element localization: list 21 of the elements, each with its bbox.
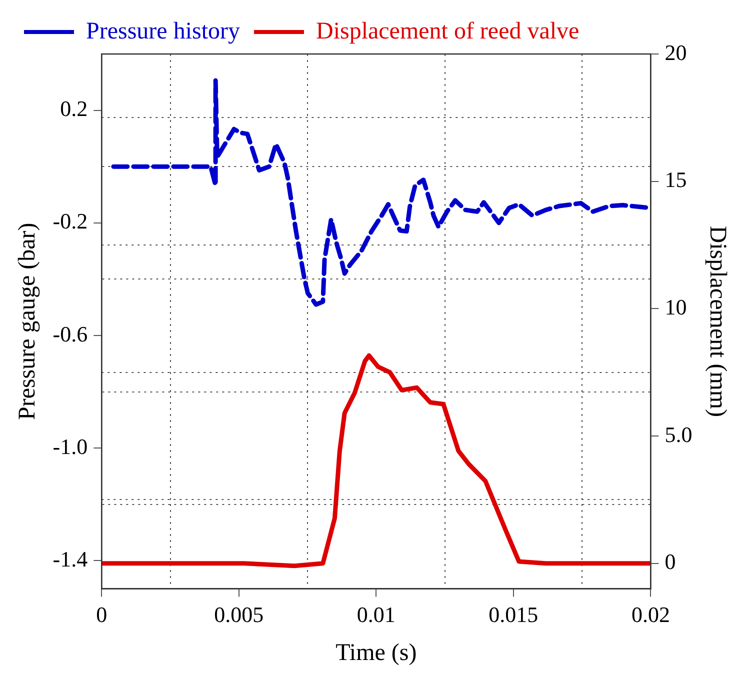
x-axis-title: Time (s)	[336, 640, 417, 666]
x-tick-label: 0.005	[214, 602, 264, 627]
y-tick-label: -0.6	[52, 321, 88, 346]
x-tick-label: 0.02	[631, 602, 670, 627]
line-series	[111, 78, 651, 307]
y-tick-label: -1.4	[52, 546, 88, 572]
x-tick-label: 0	[96, 602, 108, 627]
y2-axis-title: Displacement (mm)	[704, 226, 730, 418]
y-tick-label: 0.2	[60, 96, 88, 122]
y2-tick-label: 15	[664, 167, 687, 192]
y-tick-label: -1.0	[52, 434, 88, 459]
y-tick-label: -0.2	[52, 208, 88, 234]
y2-tick-label: 20	[664, 40, 687, 65]
y2-tick-label: 10	[664, 294, 687, 320]
legend-label: Displacement of reed valve	[316, 18, 580, 44]
x-tick-label: 0.015	[488, 602, 538, 627]
y2-tick-label: 5.0	[664, 422, 692, 447]
legend-label: Pressure history	[86, 18, 240, 44]
y-axis-title: Pressure gauge (bar)	[14, 222, 41, 420]
y2-tick-label: 0	[664, 549, 676, 574]
x-tick-label: 0.01	[356, 602, 396, 627]
